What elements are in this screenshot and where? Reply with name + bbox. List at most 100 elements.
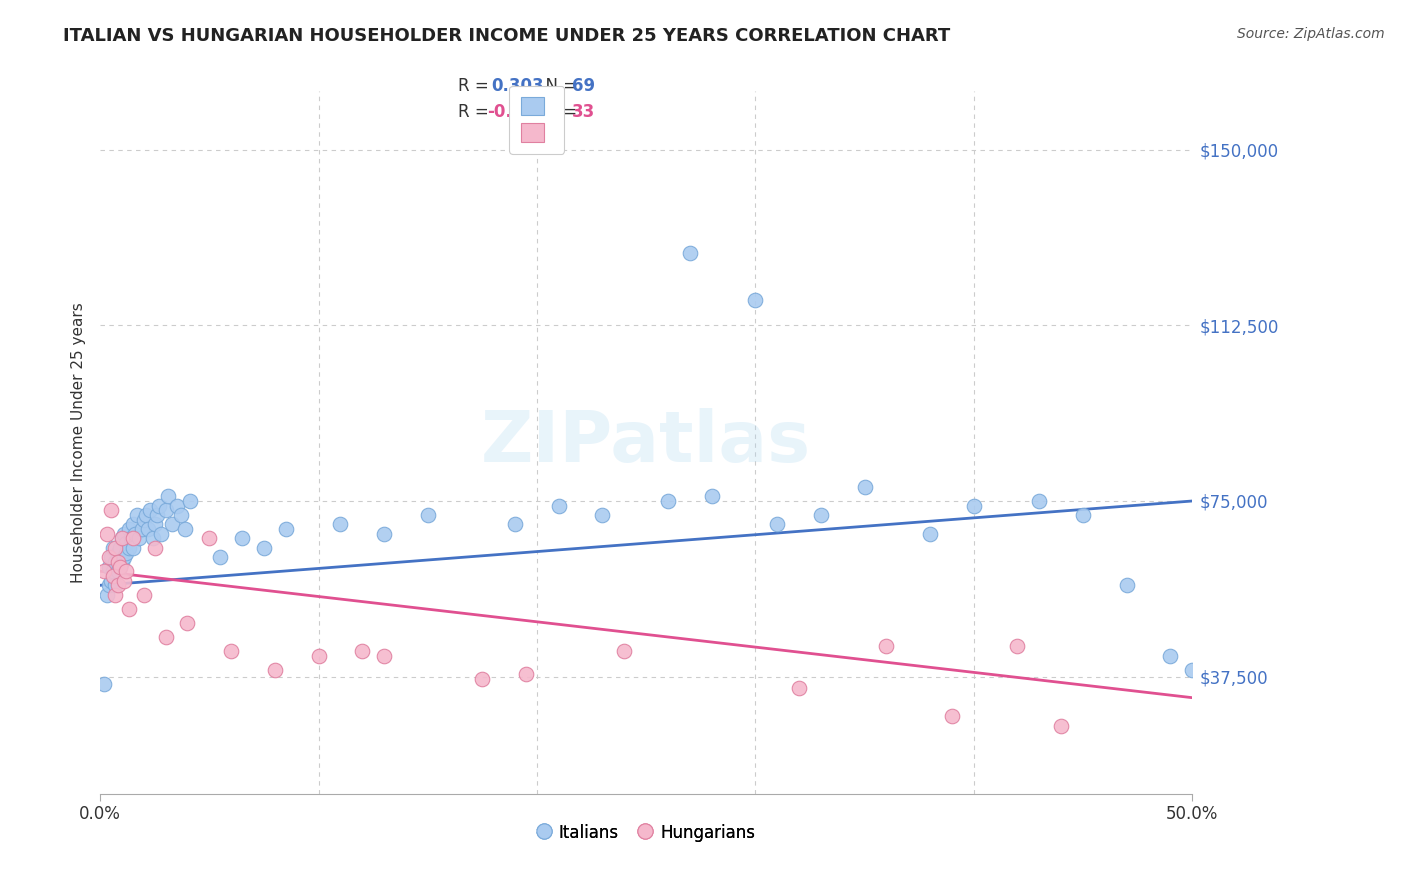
Point bbox=[547, 499, 569, 513]
Point bbox=[115, 536, 138, 550]
Point bbox=[263, 663, 285, 677]
Point bbox=[329, 517, 352, 532]
Point bbox=[93, 676, 115, 690]
Point bbox=[124, 526, 146, 541]
Point bbox=[122, 517, 145, 532]
Point bbox=[592, 508, 614, 522]
Point bbox=[115, 564, 138, 578]
Point bbox=[1181, 663, 1204, 677]
Point bbox=[308, 648, 330, 663]
Point bbox=[373, 648, 395, 663]
Text: R =: R = bbox=[458, 78, 495, 95]
Point bbox=[107, 578, 129, 592]
Point bbox=[103, 541, 125, 555]
Text: R =: R = bbox=[458, 103, 495, 121]
Point bbox=[853, 480, 876, 494]
Point bbox=[155, 503, 177, 517]
Text: Source: ZipAtlas.com: Source: ZipAtlas.com bbox=[1237, 27, 1385, 41]
Text: N =: N = bbox=[534, 78, 582, 95]
Point bbox=[231, 532, 253, 546]
Point bbox=[128, 532, 150, 546]
Point bbox=[115, 545, 138, 559]
Point bbox=[100, 574, 122, 588]
Point bbox=[963, 499, 986, 513]
Point bbox=[787, 681, 810, 696]
Point bbox=[111, 555, 134, 569]
Point bbox=[117, 541, 139, 555]
Point bbox=[112, 574, 135, 588]
Point bbox=[274, 522, 297, 536]
Text: 0.303: 0.303 bbox=[491, 78, 544, 95]
Point bbox=[146, 508, 169, 522]
Point bbox=[156, 489, 179, 503]
Point bbox=[93, 564, 115, 578]
Point bbox=[117, 601, 139, 615]
Point bbox=[120, 532, 142, 546]
Point bbox=[166, 499, 188, 513]
Text: 33: 33 bbox=[572, 103, 595, 121]
Point bbox=[104, 578, 127, 592]
Point bbox=[131, 522, 153, 536]
Point bbox=[103, 569, 125, 583]
Point bbox=[1159, 648, 1181, 663]
Point bbox=[941, 709, 963, 723]
Point bbox=[209, 550, 232, 565]
Point bbox=[657, 494, 679, 508]
Text: ITALIAN VS HUNGARIAN HOUSEHOLDER INCOME UNDER 25 YEARS CORRELATION CHART: ITALIAN VS HUNGARIAN HOUSEHOLDER INCOME … bbox=[63, 27, 950, 45]
Point bbox=[155, 630, 177, 644]
Text: ZIPatlas: ZIPatlas bbox=[481, 408, 811, 477]
Text: N =: N = bbox=[534, 103, 582, 121]
Point bbox=[108, 559, 131, 574]
Point bbox=[97, 559, 120, 574]
Point bbox=[104, 541, 127, 555]
Point bbox=[700, 489, 723, 503]
Point bbox=[352, 644, 374, 658]
Point bbox=[744, 293, 766, 307]
Point bbox=[97, 550, 120, 565]
Point bbox=[139, 503, 162, 517]
Point bbox=[107, 564, 129, 578]
Point bbox=[100, 503, 122, 517]
Point bbox=[148, 499, 170, 513]
Text: 69: 69 bbox=[572, 78, 595, 95]
Point bbox=[176, 615, 198, 630]
Point bbox=[219, 644, 242, 658]
Point bbox=[1028, 494, 1050, 508]
Point bbox=[416, 508, 439, 522]
Point bbox=[143, 541, 166, 555]
Y-axis label: Householder Income Under 25 years: Householder Income Under 25 years bbox=[72, 302, 86, 582]
Point bbox=[150, 526, 173, 541]
Point bbox=[111, 532, 134, 546]
Point bbox=[373, 526, 395, 541]
Point bbox=[515, 667, 537, 681]
Point bbox=[136, 522, 159, 536]
Point bbox=[107, 555, 129, 569]
Point bbox=[104, 555, 127, 569]
Point bbox=[96, 588, 118, 602]
Point bbox=[679, 245, 702, 260]
Point bbox=[1115, 578, 1137, 592]
Point bbox=[875, 639, 897, 653]
Point bbox=[135, 508, 157, 522]
Point bbox=[122, 541, 145, 555]
Point bbox=[108, 559, 131, 574]
Point bbox=[810, 508, 832, 522]
Point bbox=[143, 517, 166, 532]
Point bbox=[132, 588, 155, 602]
Point bbox=[1071, 508, 1094, 522]
Point bbox=[174, 522, 197, 536]
Point bbox=[100, 550, 122, 565]
Point bbox=[96, 526, 118, 541]
Point bbox=[122, 532, 145, 546]
Point bbox=[253, 541, 276, 555]
Point bbox=[160, 517, 183, 532]
Point bbox=[132, 513, 155, 527]
Point bbox=[170, 508, 193, 522]
Point bbox=[179, 494, 201, 508]
Point bbox=[1007, 639, 1029, 653]
Point bbox=[471, 672, 494, 686]
Point bbox=[111, 532, 134, 546]
Point bbox=[920, 526, 942, 541]
Legend: Italians, Hungarians: Italians, Hungarians bbox=[530, 817, 762, 848]
Point bbox=[503, 517, 526, 532]
